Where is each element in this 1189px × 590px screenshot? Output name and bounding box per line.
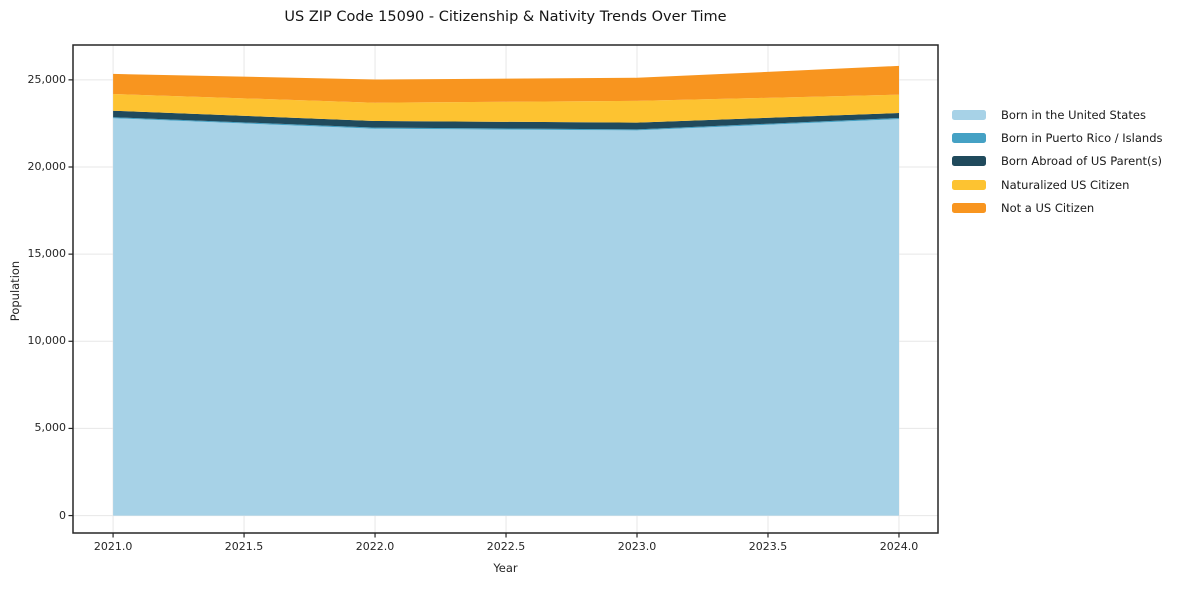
y-tick-label: 25,000	[27, 72, 67, 86]
legend-label: Born Abroad of US Parent(s)	[1001, 154, 1162, 169]
x-tick-label: 2021.0	[93, 540, 133, 553]
y-tick-label: 5,000	[34, 421, 67, 435]
legend-label: Not a US Citizen	[1001, 201, 1095, 216]
x-tick-label: 2021.5	[224, 540, 264, 553]
y-tick-label: 10,000	[27, 334, 67, 348]
area-naturalized-us-citizen	[113, 94, 900, 123]
legend-swatch-icon	[952, 179, 986, 190]
legend-item: Naturalized US Citizen	[952, 173, 1163, 196]
legend-item: Not a US Citizen	[952, 197, 1163, 220]
legend-swatch-icon	[952, 133, 986, 144]
y-axis-label: Population	[8, 260, 22, 322]
y-tick-label: 15,000	[27, 247, 67, 261]
area-not-a-us-citizen	[113, 65, 900, 103]
x-tick-label: 2024.0	[879, 540, 919, 553]
chart-title: US ZIP Code 15090 - Citizenship & Nativi…	[284, 9, 727, 25]
x-tick-label: 2023.0	[617, 540, 657, 553]
area-born-in-puerto-rico-islands	[113, 117, 900, 131]
legend-swatch-icon	[952, 203, 986, 214]
x-tick-label: 2022.5	[486, 540, 526, 553]
y-tick-label: 0	[59, 508, 66, 522]
x-tick-label: 2022.0	[355, 540, 395, 553]
legend-label: Born in the United States	[1001, 107, 1146, 122]
legend-item: Born Abroad of US Parent(s)	[952, 150, 1163, 173]
legend: Born in the United States Born in Puerto …	[952, 103, 1163, 220]
y-tick-label: 20,000	[27, 160, 67, 173]
legend-swatch-icon	[952, 109, 986, 120]
legend-label: Naturalized US Citizen	[1001, 177, 1130, 192]
legend-label: Born in Puerto Rico / Islands	[1001, 131, 1163, 146]
legend-item: Born in the United States	[952, 103, 1163, 126]
legend-swatch-icon	[952, 156, 986, 167]
area-born-abroad-of-us-parent-s-	[113, 110, 900, 130]
area-born-in-the-united-states	[113, 118, 900, 516]
x-axis-label: Year	[493, 561, 518, 575]
x-tick-label: 2023.5	[748, 540, 788, 553]
legend-item: Born in Puerto Rico / Islands	[952, 126, 1163, 149]
